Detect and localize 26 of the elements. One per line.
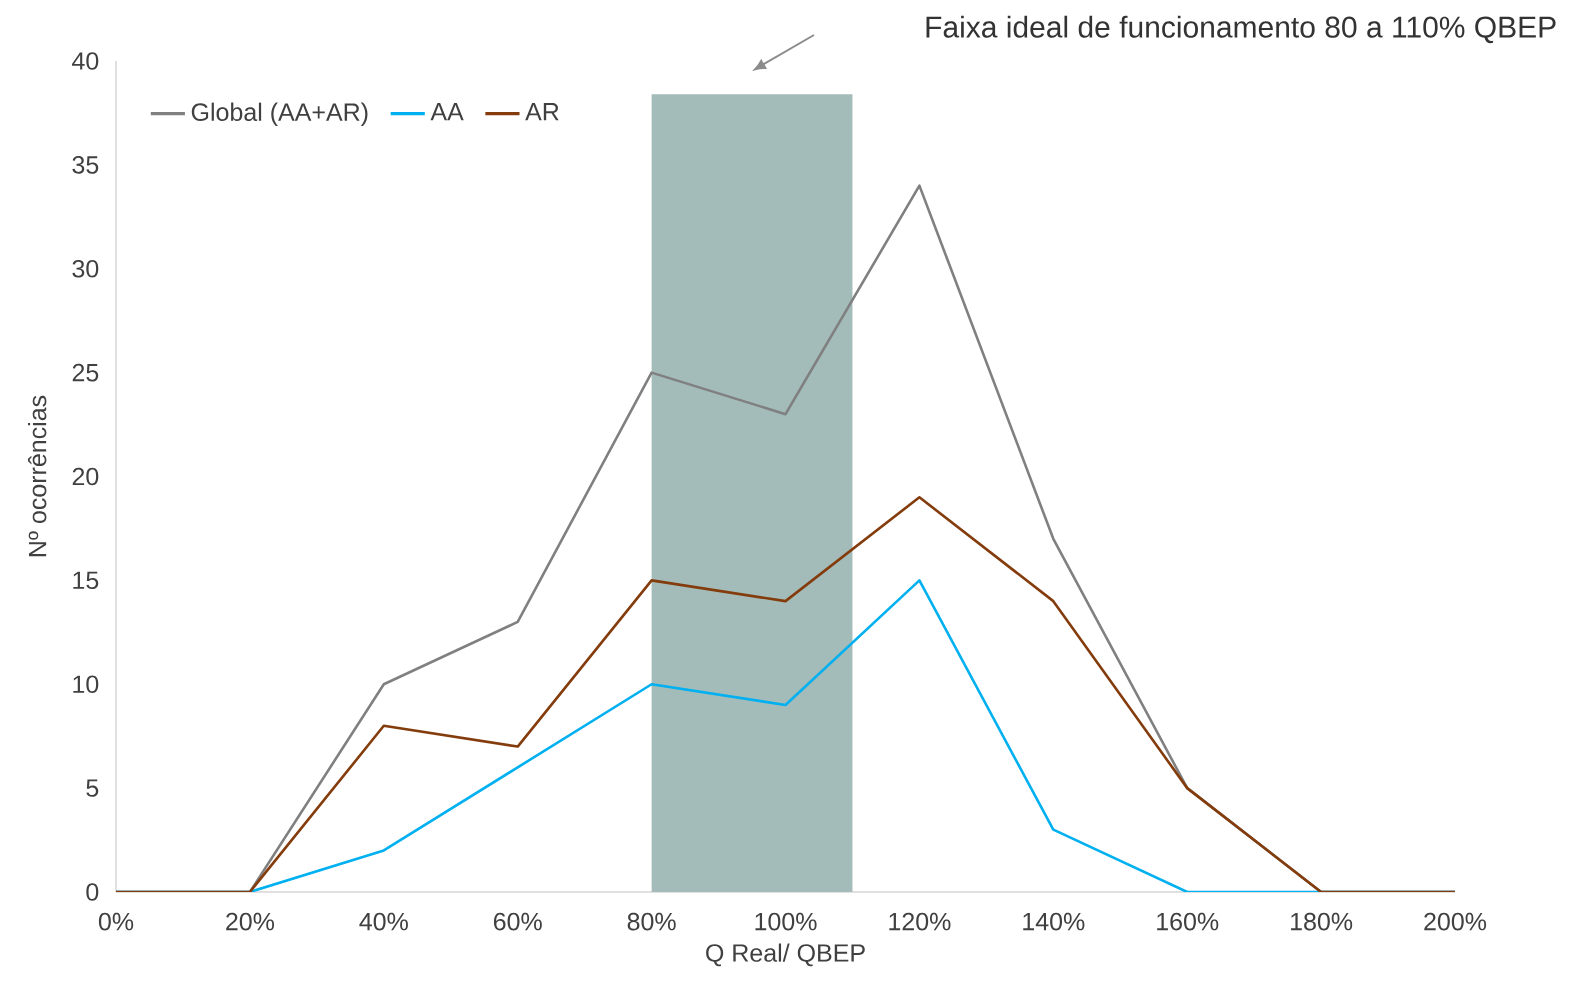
y-tick-label: 0 [86,883,99,901]
x-tick-label: 120% [889,912,951,931]
x-tick-label: 60% [493,912,542,931]
y-tick-label: 5 [86,779,99,797]
x-tick-label: 40% [359,912,408,931]
x-tick-label: 100% [755,912,817,931]
x-axis-title: Q Real/ QBEP [706,943,865,967]
legend-label: AA [430,103,464,121]
y-tick-label: 10 [73,675,99,694]
x-tick-label: 200% [1424,912,1487,931]
y-tick-label: 40 [72,52,99,70]
y-tick-label: 35 [72,156,99,174]
x-tick-label: 140% [1023,912,1085,931]
y-tick-label: 30 [72,259,99,278]
x-tick-label: 160% [1157,912,1219,931]
y-tick-label: 15 [73,571,99,590]
y-axis-title: Nº ocorrências [27,395,47,557]
legend-label: AR [525,103,559,121]
x-tick-label: 20% [226,912,275,931]
x-tick-label: 80% [627,912,676,931]
text: Faixa ideal de funcionamento 80 a 110% QBEP [926,15,1556,44]
y-tick-label: 25 [72,363,99,382]
y-tick-label: 20 [72,467,99,486]
legend-label: Global (AA+AR) [191,102,368,126]
x-tick-label: 0% [98,912,134,931]
x-tick-label: 180% [1291,912,1353,931]
